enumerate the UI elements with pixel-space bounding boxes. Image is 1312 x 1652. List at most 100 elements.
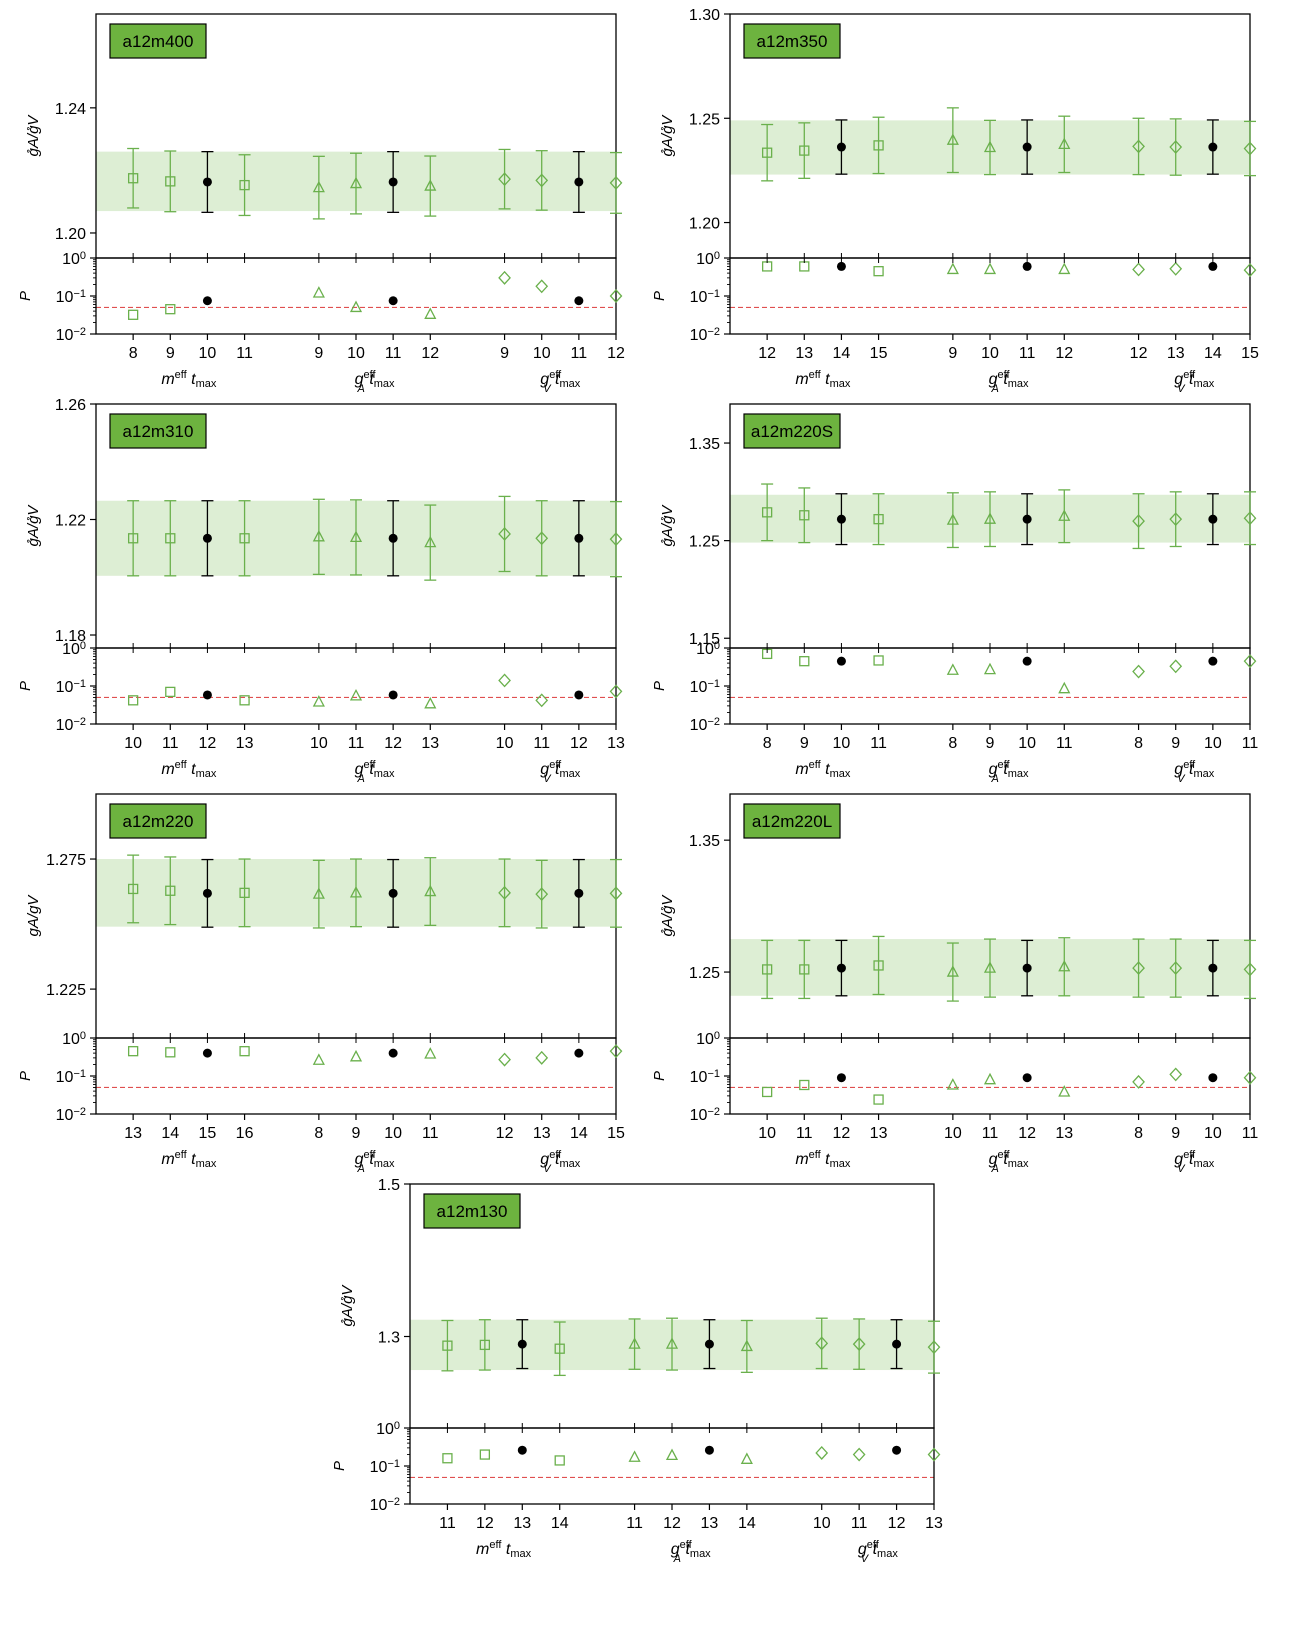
y-tick-label: 1.20 [689,216,720,233]
x-tick-label: 11 [236,345,253,362]
marker-chosen [574,533,584,543]
x-tick-label: 10 [1204,1125,1222,1142]
x-tick-label: 15 [870,345,888,362]
marker-square [239,887,250,898]
x-tick-label: 13 [1167,345,1185,362]
p-marker-diamond [535,693,549,708]
marker-triangle [740,1339,753,1352]
x-tick-label: 12 [199,735,217,752]
p-marker-square [239,1046,250,1057]
data-point [1021,493,1034,546]
p-marker-triangle [349,688,363,701]
data-point [1206,939,1219,997]
group-x-label: geff A tmax [989,1149,1029,1175]
x-tick-label: 13 [701,1515,719,1532]
data-point [535,150,549,211]
x-tick-label: 11 [626,1515,643,1532]
p-marker-chosen [517,1445,527,1455]
data-point [983,938,997,998]
x-tick-label: 11 [982,1125,999,1142]
marker-triangle [983,512,997,524]
marker-triangle [349,885,363,898]
data-point [872,493,885,546]
p-marker-chosen [836,261,846,271]
p-marker-triangle [740,1452,753,1464]
dataset-tag-label: a12m220 [123,812,194,831]
dataset-tag: a12m310 [109,413,207,449]
data-point [164,150,177,213]
marker-chosen [836,142,846,152]
data-point [498,858,511,928]
y-axis-label: gA/gV [25,894,42,937]
p-marker-diamond [498,270,511,285]
x-tick-label: 13 [124,1125,142,1142]
x-tick-label: 13 [513,1515,531,1532]
p-marker-chosen [704,1445,714,1455]
p-marker-diamond [1169,1067,1183,1082]
x-tick-label: 9 [1171,735,1180,752]
p-marker-chosen [388,690,398,700]
x-tick-label: 11 [1242,735,1259,752]
marker-chosen [836,963,846,973]
marker-triangle [946,965,959,977]
p-marker-square [127,309,139,320]
x-tick-label: 12 [607,345,625,362]
marker-square [799,145,810,156]
marker-diamond [535,531,549,546]
data-point [387,500,400,577]
data-point [498,148,511,210]
y-tick-label: 1.275 [46,852,86,869]
p-tick-label: 100 [62,1030,86,1048]
x-tick-label: 15 [199,1125,217,1142]
group-x-label: geff A tmax [989,369,1029,395]
x-tick-label: 8 [314,1125,323,1142]
x-tick-label: 13 [1055,1125,1073,1142]
p-axis-label: P [17,681,34,691]
x-tick-label: 13 [236,735,254,752]
y-tick-label: 1.3 [378,1330,400,1347]
group-x-label: geff V tmax [1174,369,1214,395]
p-marker-chosen [1022,261,1032,271]
marker-chosen [1022,514,1032,524]
p-marker-triangle [665,1448,679,1461]
p-marker-square [761,261,773,272]
group-x-label: meff tmax [161,759,217,780]
marker-square [239,533,250,544]
p-marker-triangle [1058,681,1071,694]
data-point [1058,115,1071,174]
p-marker-triangle [424,1047,437,1059]
x-tick-label: 8 [1134,1125,1143,1142]
y-axis-label: g̊A/g̊V [659,504,676,547]
data-point [201,500,214,577]
marker-square [761,964,773,975]
marker-diamond [1169,961,1183,976]
x-tick-label: 10 [813,1515,831,1532]
p-marker-square [554,1455,565,1466]
x-tick-label: 10 [1018,735,1036,752]
data-point [424,857,437,927]
x-tick-label: 11 [1056,735,1073,752]
dataset-tag: a12m220 [109,803,207,839]
p-tick-label: 10−2 [690,1106,720,1124]
x-tick-label: 9 [1171,1125,1180,1142]
group-x-label: meff tmax [795,1149,851,1170]
p-marker-triangle [424,696,437,709]
x-tick-label: 13 [870,1125,888,1142]
p-marker-triangle [424,307,437,319]
data-point [238,154,251,217]
marker-triangle [349,530,363,543]
panel-a12m130: 1.3 1.5 10−2 10−1 100 g̊A/g̊V P 11 12 13 14 meff tm… [331,1177,943,1565]
group-x-label: geff V tmax [858,1539,898,1565]
data-point [424,155,437,217]
x-tick-label: 11 [533,735,550,752]
data-point [740,1319,753,1373]
marker-square [239,179,250,191]
panel-a12m310: 1.18 1.22 1.26 10−2 10−1 100 g̊A/g̊V P 10 11 12 13 m… [17,397,625,785]
data-point [553,1321,566,1377]
data-point [349,858,363,928]
group-x-label: geff A tmax [355,369,395,395]
p-marker-diamond [927,1447,941,1462]
x-tick-label: 10 [199,345,217,362]
dataset-tag-label: a12m350 [757,32,828,51]
marker-square [761,147,773,158]
